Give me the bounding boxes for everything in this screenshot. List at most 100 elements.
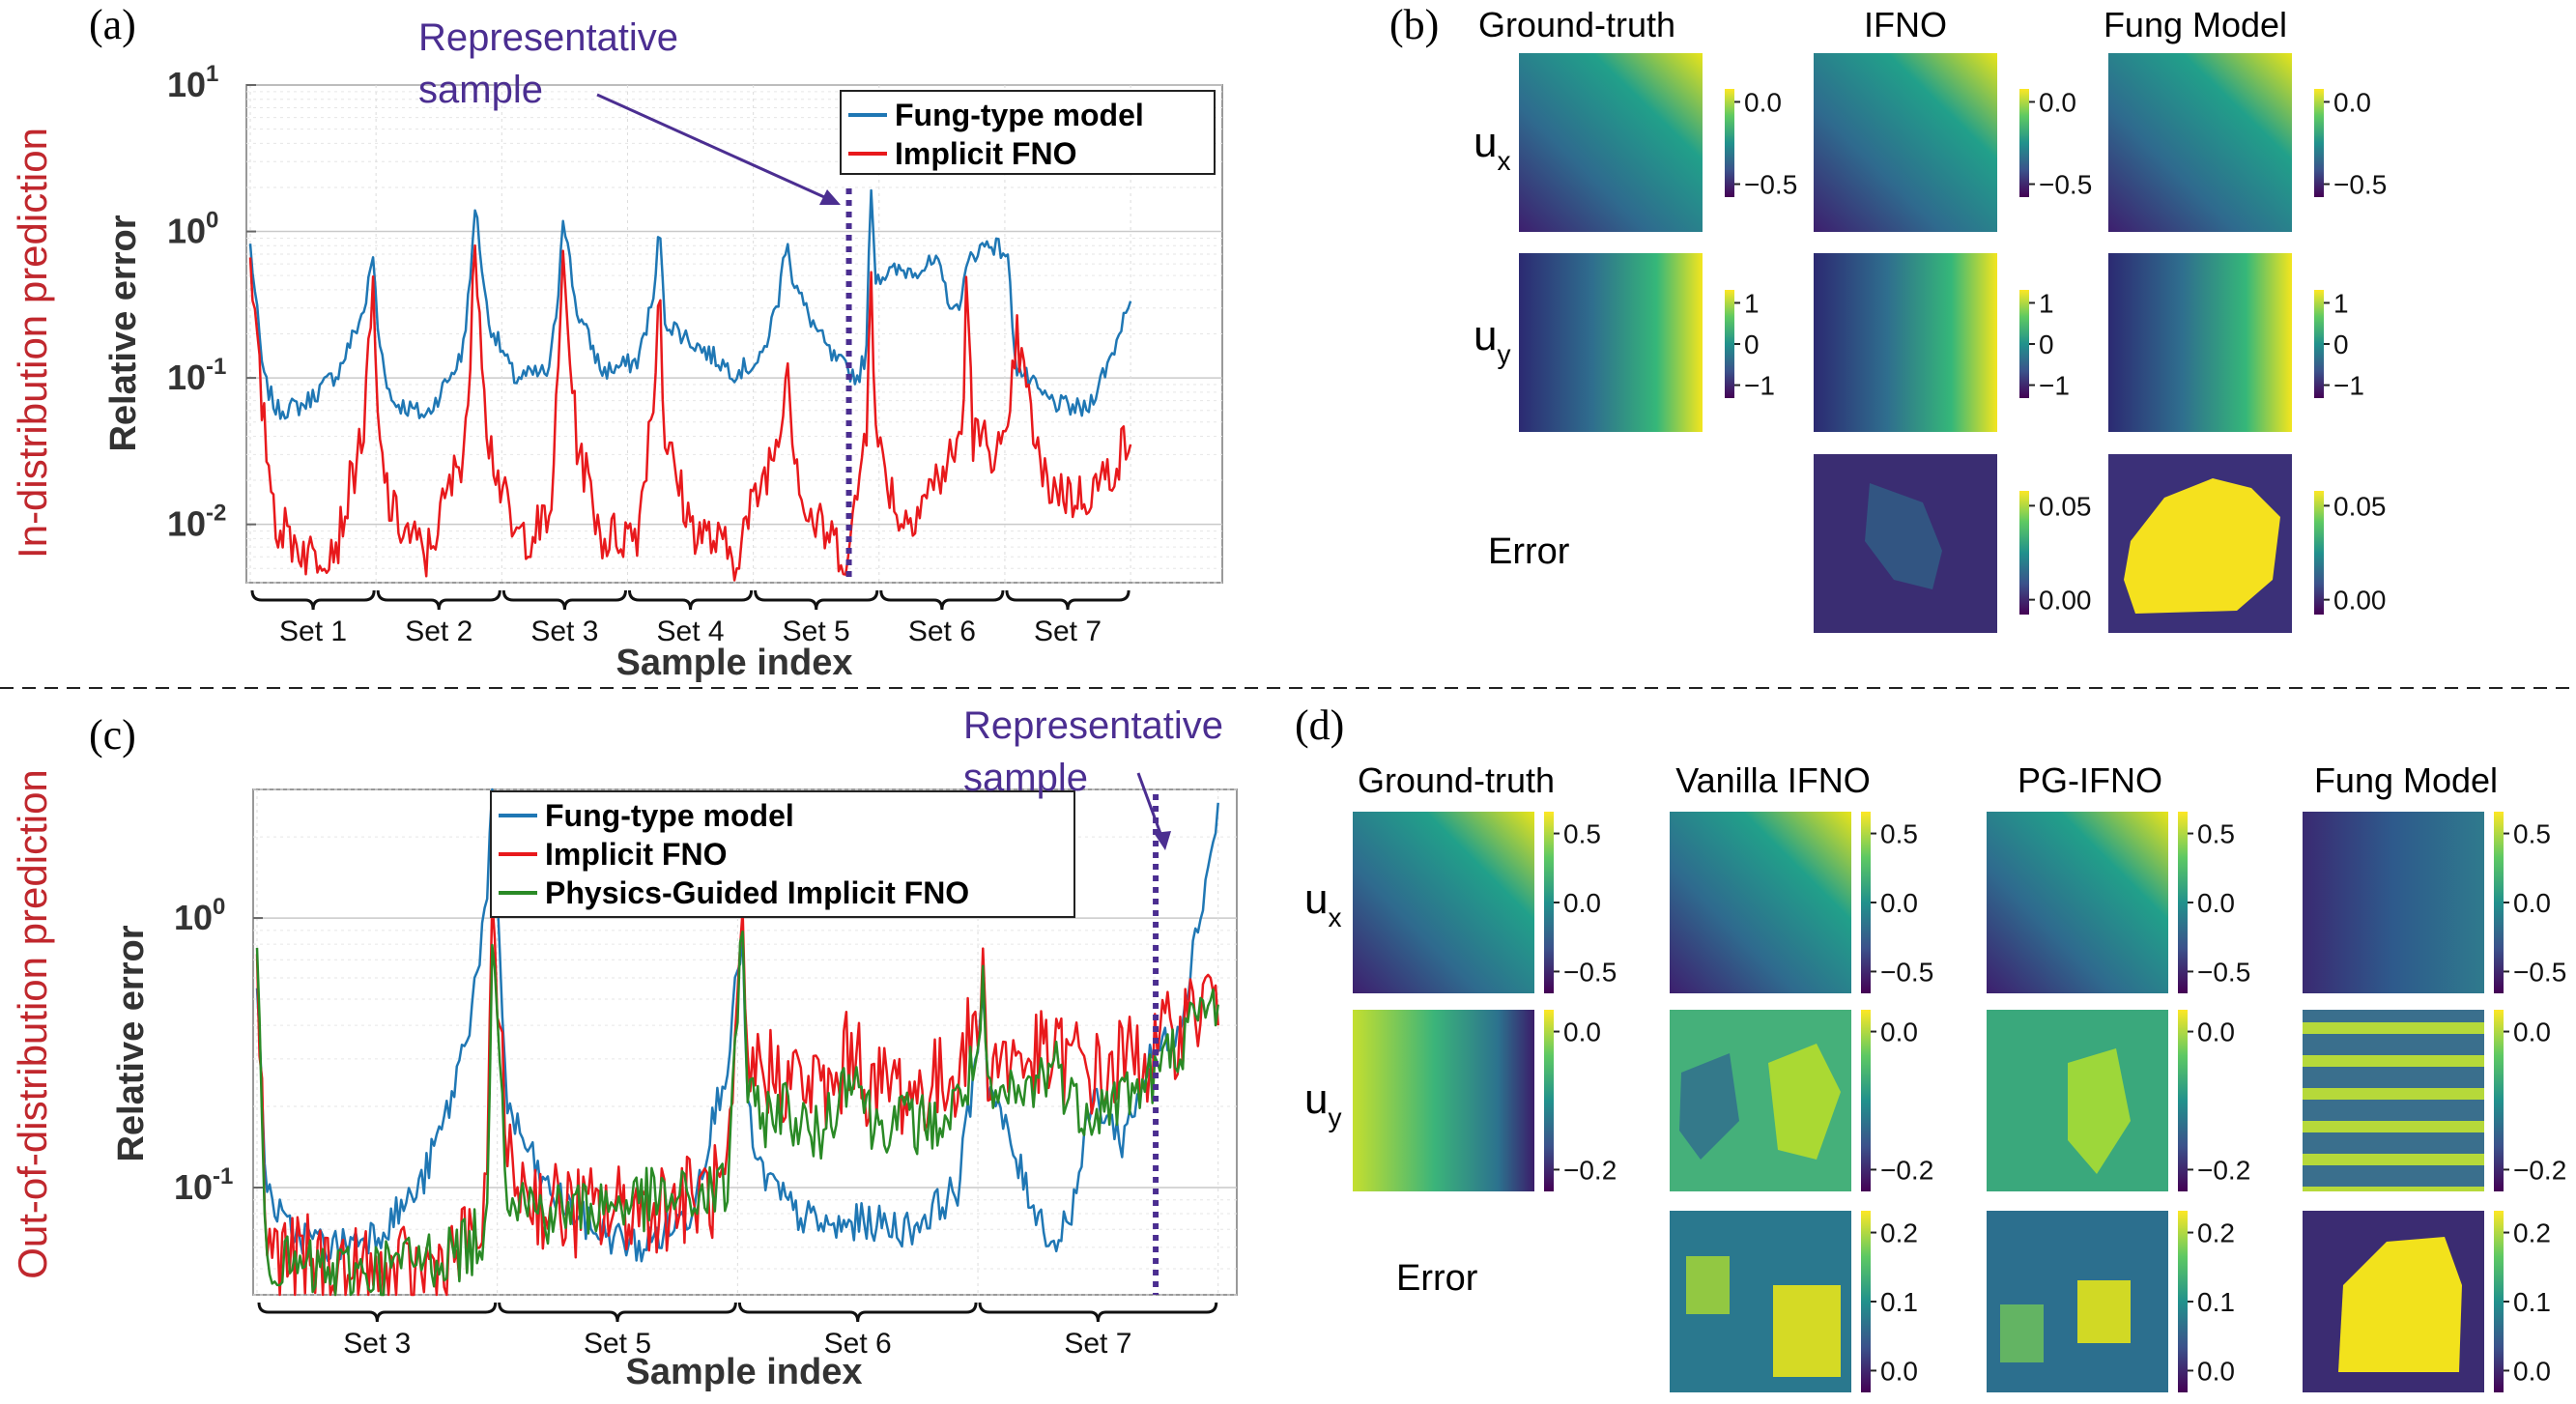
set-label: Set 3 <box>530 616 598 647</box>
y-tick-exponent: 0 <box>213 894 225 920</box>
d-uy-sub: y <box>1328 1103 1341 1132</box>
b-uy-base: u <box>1474 312 1497 359</box>
colorbar-uy <box>2178 1010 2188 1191</box>
set-label: Set 2 <box>405 616 472 647</box>
colorbar-tick-label: 0 <box>2333 330 2349 359</box>
panel-a-label: (a) <box>89 1 136 48</box>
colorbar-tick-label: 0.1 <box>2197 1287 2235 1317</box>
plot-c-legend: Fung-type model Implicit FNO Physics-Gui… <box>490 790 1075 918</box>
colorbar-ux <box>2494 812 2504 993</box>
colorbar-tick-label: 0.0 <box>2197 888 2235 918</box>
y-tick-base: 10 <box>167 65 206 104</box>
colorbar-tick-label: 0.0 <box>2513 1017 2551 1047</box>
colorbar-tick-label: −0.2 <box>1880 1155 1933 1185</box>
set-brace <box>879 589 1005 611</box>
legend-a-fung-label: Fung-type model <box>895 98 1144 132</box>
colorbar-tick-label: 0.5 <box>1563 819 1601 849</box>
colorbar-tick-label: 0.0 <box>1880 1017 1918 1047</box>
y-tick-base: 10 <box>167 504 206 544</box>
colorbar-tick-label: 0.0 <box>2039 87 2076 117</box>
d-vifno-error-bright-2 <box>1686 1256 1730 1314</box>
legend-c-ifno-label: Implicit FNO <box>545 837 727 872</box>
y-tick-exponent: 0 <box>206 208 218 234</box>
b-colorbars: 0.0 −0.5 1 0 −1 0.0 −0.5 1 0 −1 0.0 −0.5 1 0 −1 0.05 0.0… <box>1725 87 2387 616</box>
colorbar-tick-label: 1 <box>2039 288 2054 318</box>
series-line-ifno <box>248 244 1132 582</box>
plot-a: Fung-type model Implicit FNO 10-210-1100… <box>103 16 1223 683</box>
colorbar-tick-label: 1 <box>1744 288 1760 318</box>
b-heatmap-ifno-ux <box>1814 53 1997 232</box>
plot-c-annotation-line1: Representative <box>963 704 1223 747</box>
set-brace <box>501 589 627 611</box>
colorbar-uy <box>2494 1010 2504 1191</box>
colorbar-ux <box>1861 812 1871 993</box>
legend-c-pgifno-label: Physics-Guided Implicit FNO <box>545 875 969 910</box>
set-brace <box>257 1302 498 1323</box>
colorbar-ux <box>2019 89 2029 197</box>
row-label-out-of-distribution: Out-of-distribution prediction <box>10 769 55 1279</box>
colorbar-tick-label: −1 <box>1744 371 1775 401</box>
plot-a-xlabel: Sample index <box>616 643 853 683</box>
colorbar-error <box>2019 491 2029 615</box>
colorbar-tick-label: 0.0 <box>2513 1356 2551 1386</box>
plot-c-series <box>255 788 1219 1297</box>
b-heatmap-gt-uy <box>1519 253 1703 432</box>
d-col-title-fung: Fung Model <box>2314 760 2498 800</box>
colorbar-tick-label: 0.0 <box>2197 1017 2235 1047</box>
plot-a-annotation-line2: sample <box>418 69 543 111</box>
colorbar-uy <box>2019 290 2029 398</box>
legend-a-ifno-label: Implicit FNO <box>895 136 1076 171</box>
y-tick-label: 10-2 <box>167 501 226 544</box>
colorbar-tick-label: −0.5 <box>1563 957 1617 987</box>
colorbar-ux <box>2314 89 2324 197</box>
colorbar-tick-label: 0 <box>1744 330 1760 359</box>
plot-a-annotation-line1: Representative <box>418 16 678 59</box>
d-vifno-error-bright-1 <box>1773 1285 1841 1377</box>
legend-c-fung-label: Fung-type model <box>545 798 794 833</box>
set-label: Set 4 <box>657 616 725 647</box>
colorbar-ux <box>1725 89 1734 197</box>
set-label: Set 6 <box>908 616 976 647</box>
d-ux-sub: x <box>1328 903 1341 932</box>
colorbar-tick-label: 0.0 <box>1744 87 1782 117</box>
b-ux-base: u <box>1474 119 1497 166</box>
d-ux-base: u <box>1304 875 1328 923</box>
colorbar-tick-label: −1 <box>2039 371 2070 401</box>
d-error-label: Error <box>1396 1258 1478 1299</box>
y-tick-base: 10 <box>174 898 213 937</box>
b-error-fung-blob <box>2124 478 2280 614</box>
set-brace <box>250 589 376 611</box>
set-brace <box>737 1302 978 1323</box>
plot-c-ylabel: Relative error <box>111 925 152 1161</box>
panel-d-label: (d) <box>1295 702 1344 749</box>
set-label: Set 3 <box>343 1328 411 1360</box>
colorbar-tick-label: 0.2 <box>2197 1218 2235 1248</box>
plot-c-annotation-arrow <box>1136 772 1164 840</box>
colorbar-tick-label: 0.0 <box>2197 1356 2235 1386</box>
set-label: Set 6 <box>824 1328 892 1360</box>
colorbar-tick-label: 0.0 <box>1563 888 1601 918</box>
colorbar-tick-label: 0.2 <box>2513 1218 2551 1248</box>
colorbar-tick-label: −0.5 <box>1744 170 1797 200</box>
colorbar-tick-label: 0.5 <box>2197 819 2235 849</box>
colorbar-error <box>2178 1211 2188 1392</box>
plot-c-set-braces: Set 3 Set 5 Set 6 Set 7 <box>257 1302 1218 1360</box>
colorbar-uy <box>1861 1010 1871 1191</box>
legend-c-box <box>490 790 1075 918</box>
colorbar-tick-label: −0.5 <box>2513 957 2566 987</box>
set-brace <box>498 1302 737 1323</box>
set-label: Set 7 <box>1034 616 1102 647</box>
set-brace <box>978 1302 1218 1323</box>
d-heatmap-fung-ux <box>2303 812 2484 993</box>
plot-a-series <box>248 188 1132 582</box>
y-tick-exponent: -1 <box>206 354 226 380</box>
colorbar-tick-label: 0.0 <box>1880 888 1918 918</box>
b-row-label-uy: uy <box>1474 312 1510 369</box>
set-label: Set 5 <box>584 1328 651 1360</box>
colorbar-tick-label: −0.5 <box>2039 170 2092 200</box>
colorbar-tick-label: 0 <box>2039 330 2054 359</box>
d-colorbars: 0.5 0.0 −0.5 0.0 −0.2 0.5 0.0 −0.5 0.0 −0.2 0.5 0.0… <box>1544 812 2566 1392</box>
